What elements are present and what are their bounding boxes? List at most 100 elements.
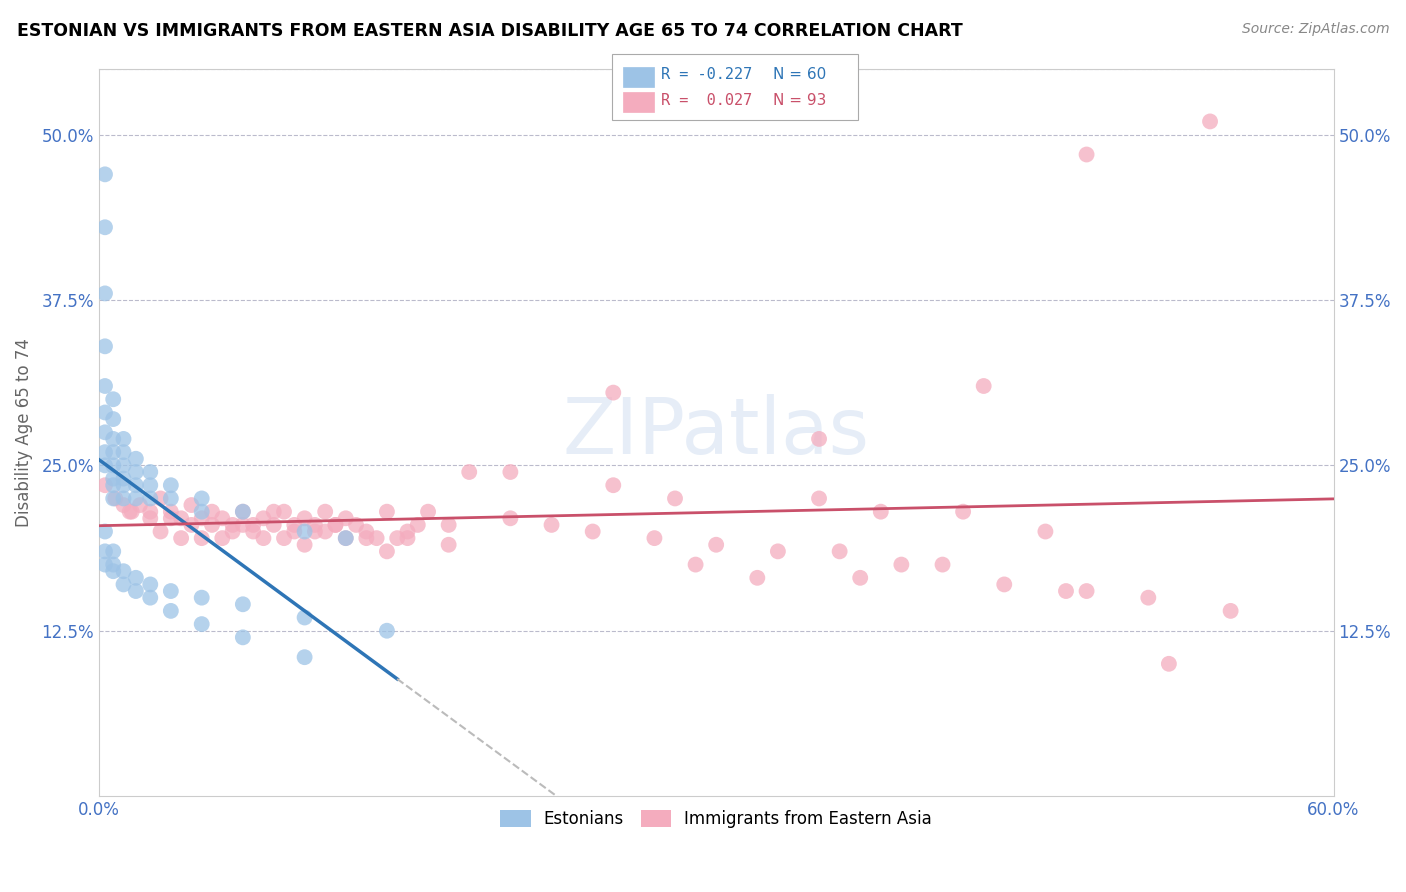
Point xyxy=(125,571,148,585)
Point xyxy=(125,451,148,466)
Point xyxy=(314,505,336,519)
Point xyxy=(139,465,162,479)
Point xyxy=(1219,604,1241,618)
Point xyxy=(294,524,316,539)
Point xyxy=(103,445,125,459)
Point xyxy=(160,505,183,519)
Point xyxy=(112,564,135,578)
Point xyxy=(211,511,233,525)
Point xyxy=(263,517,285,532)
Point xyxy=(103,564,125,578)
Point xyxy=(294,610,316,624)
Point xyxy=(602,385,624,400)
Text: N = 60: N = 60 xyxy=(773,67,827,81)
Point xyxy=(170,531,193,545)
Point xyxy=(273,531,295,545)
Point xyxy=(211,531,233,545)
Point xyxy=(335,531,357,545)
Point xyxy=(160,511,183,525)
Point xyxy=(499,511,522,525)
Point xyxy=(112,445,135,459)
Point xyxy=(180,498,202,512)
Point xyxy=(139,478,162,492)
Point xyxy=(808,491,831,506)
Point xyxy=(252,511,274,525)
Point xyxy=(1076,147,1098,161)
Text: R = -0.227: R = -0.227 xyxy=(661,67,752,81)
Point xyxy=(1054,584,1077,599)
Point xyxy=(201,517,224,532)
Point xyxy=(103,478,125,492)
Text: R =  0.027: R = 0.027 xyxy=(661,94,752,108)
Point xyxy=(273,505,295,519)
Point xyxy=(232,597,254,611)
Point xyxy=(112,458,135,473)
Point xyxy=(828,544,851,558)
Point xyxy=(103,412,125,426)
Point xyxy=(103,558,125,572)
Point xyxy=(387,531,409,545)
Point xyxy=(931,558,953,572)
Point xyxy=(190,531,212,545)
Point xyxy=(190,491,212,506)
Point xyxy=(747,571,769,585)
Point xyxy=(103,432,125,446)
Point xyxy=(396,531,419,545)
Point xyxy=(356,531,378,545)
Point xyxy=(1035,524,1057,539)
Point xyxy=(458,465,481,479)
Point xyxy=(890,558,912,572)
Point xyxy=(766,544,789,558)
Point xyxy=(160,478,183,492)
Point xyxy=(499,465,522,479)
Point xyxy=(103,491,125,506)
Point xyxy=(252,531,274,545)
Point xyxy=(94,478,117,492)
Point xyxy=(139,577,162,591)
Point xyxy=(242,524,264,539)
Point xyxy=(808,432,831,446)
Point xyxy=(94,558,117,572)
Point xyxy=(149,524,172,539)
Point xyxy=(190,505,212,519)
Point xyxy=(406,517,429,532)
Point xyxy=(325,517,347,532)
Point xyxy=(201,505,224,519)
Text: N = 93: N = 93 xyxy=(773,94,827,108)
Point xyxy=(232,505,254,519)
Point xyxy=(325,517,347,532)
Point xyxy=(242,517,264,532)
Point xyxy=(129,498,152,512)
Point xyxy=(294,650,316,665)
Point xyxy=(94,339,117,353)
Point xyxy=(643,531,665,545)
Point xyxy=(232,631,254,645)
Point xyxy=(125,584,148,599)
Legend: Estonians, Immigrants from Eastern Asia: Estonians, Immigrants from Eastern Asia xyxy=(494,804,938,835)
Point xyxy=(160,604,183,618)
Point xyxy=(356,524,378,539)
Point xyxy=(112,478,135,492)
Point xyxy=(540,517,562,532)
Point xyxy=(94,379,117,393)
Point xyxy=(1157,657,1180,671)
Point xyxy=(121,505,143,519)
Point xyxy=(344,517,367,532)
Point xyxy=(118,505,141,519)
Point xyxy=(103,458,125,473)
Point xyxy=(993,577,1015,591)
Point xyxy=(180,517,202,532)
Point xyxy=(283,524,305,539)
Point xyxy=(160,491,183,506)
Point xyxy=(704,538,727,552)
Point xyxy=(1137,591,1160,605)
Point xyxy=(335,511,357,525)
Point xyxy=(294,511,316,525)
Point xyxy=(125,465,148,479)
Point xyxy=(94,167,117,181)
Point xyxy=(582,524,605,539)
Point xyxy=(190,591,212,605)
Point xyxy=(869,505,891,519)
Point xyxy=(94,458,117,473)
Point xyxy=(232,505,254,519)
